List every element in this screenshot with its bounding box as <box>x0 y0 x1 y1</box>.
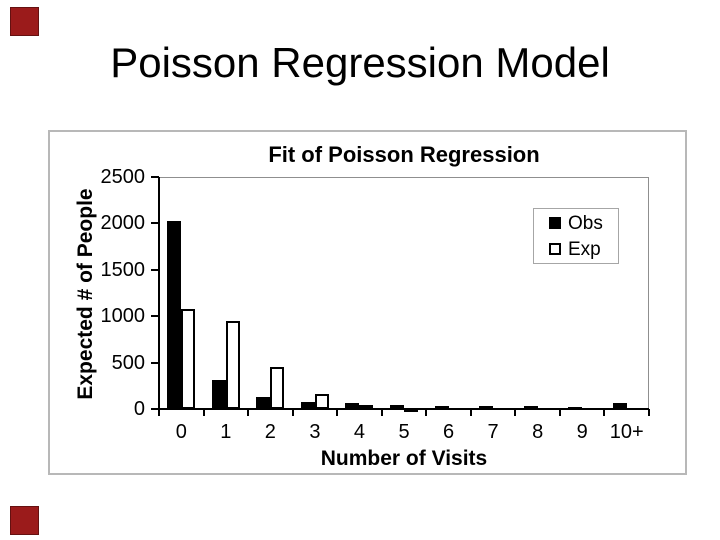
x-tick-label-0: 0 <box>175 421 187 443</box>
chart-title: Fit of Poisson Regression <box>268 142 540 167</box>
x-tick-mark <box>648 409 650 416</box>
obs-swatch-icon <box>549 217 561 229</box>
bar-obs-6 <box>434 406 449 409</box>
bar-obs-5 <box>390 405 404 409</box>
corner-accent-top-left <box>10 7 39 36</box>
x-tick-mark <box>558 409 561 416</box>
y-tick-mark <box>151 408 159 410</box>
bar-obs-4 <box>345 403 360 409</box>
chart-frame: Fit of Poisson Regression Expected # of … <box>48 130 687 475</box>
legend-label-obs: Obs <box>568 212 603 234</box>
legend-item-obs: Obs <box>534 210 618 236</box>
x-tick-mark <box>425 409 428 416</box>
x-tick-label-5: 5 <box>398 421 410 443</box>
y-tick-mark <box>151 361 159 364</box>
legend: Obs Exp <box>533 208 619 264</box>
x-tick-label-10+: 10+ <box>609 421 644 443</box>
y-tick-label: 0 <box>133 398 145 420</box>
legend-label-exp: Exp <box>568 238 601 260</box>
bar-obs-7 <box>479 406 494 409</box>
x-tick-label-6: 6 <box>442 421 455 443</box>
x-tick-mark <box>202 409 205 416</box>
exp-swatch-icon <box>549 243 561 255</box>
x-tick-mark <box>469 409 472 416</box>
x-tick-label-2: 2 <box>264 421 276 443</box>
bar-obs-3 <box>300 402 315 409</box>
y-tick-label: 1500 <box>100 258 146 281</box>
x-tick-mark <box>380 409 383 416</box>
bar-obs-0 <box>167 221 182 409</box>
x-tick-mark <box>291 409 294 416</box>
bar-obs-8 <box>523 406 538 409</box>
corner-accent-bottom-left <box>10 506 39 535</box>
bar-obs-10+ <box>612 403 627 409</box>
x-tick-mark <box>336 409 339 416</box>
bar-obs-1 <box>211 380 226 409</box>
x-tick-mark <box>158 409 160 416</box>
bar-obs-2 <box>256 397 271 409</box>
bar-exp-1 <box>225 321 240 409</box>
x-axis-line <box>158 408 649 410</box>
y-tick-label: 2000 <box>100 212 146 235</box>
x-tick-label-7: 7 <box>487 421 499 443</box>
x-tick-label-4: 4 <box>353 421 366 443</box>
x-tick-label-8: 8 <box>532 421 544 443</box>
y-tick-mark <box>151 222 159 225</box>
x-axis-title: Number of Visits <box>320 447 488 470</box>
bar-exp-2 <box>270 367 285 409</box>
bar-exp-3 <box>314 394 329 409</box>
x-tick-label-9: 9 <box>576 421 588 443</box>
slide-title: Poisson Regression Model <box>110 39 610 86</box>
y-tick-label: 500 <box>111 351 145 374</box>
x-tick-mark <box>247 409 250 416</box>
y-tick-mark <box>151 268 159 271</box>
y-tick-label: 2500 <box>100 166 146 188</box>
legend-item-exp: Exp <box>534 236 618 262</box>
y-tick-mark <box>151 315 159 318</box>
x-tick-mark <box>514 409 517 416</box>
x-tick-label-1: 1 <box>220 421 232 443</box>
x-tick-label-3: 3 <box>309 421 321 443</box>
x-tick-mark <box>603 409 606 416</box>
y-tick-label: 1000 <box>100 305 146 328</box>
y-tick-mark <box>151 176 159 178</box>
bar-exp-0 <box>181 309 196 409</box>
y-axis-title: Expected # of People <box>74 188 97 400</box>
y-axis-line <box>158 177 160 410</box>
